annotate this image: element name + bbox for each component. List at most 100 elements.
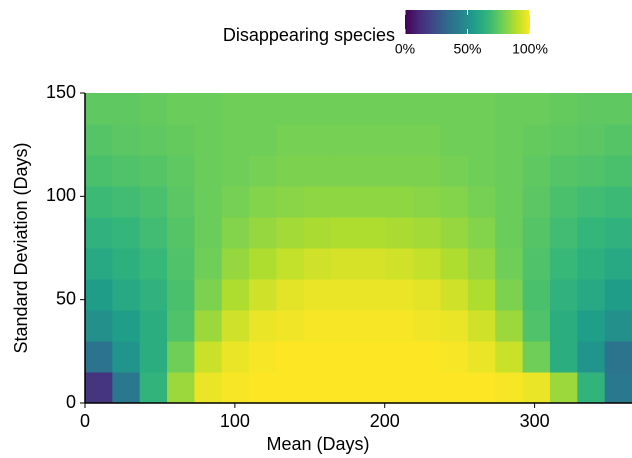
heatmap-cell	[112, 372, 141, 404]
heatmap-cell	[331, 155, 359, 187]
heatmap-cell	[112, 186, 141, 218]
colorbar-tick-label: 50%	[453, 41, 481, 57]
heatmap-cell	[249, 124, 277, 156]
heatmap-cell	[522, 93, 551, 125]
heatmap-cell	[604, 124, 632, 156]
heatmap-cell	[577, 341, 606, 373]
y-axis-title: Standard Deviation (Days)	[11, 142, 31, 353]
heatmap-cell	[467, 217, 496, 249]
heatmap-cell	[167, 248, 195, 280]
heatmap-cell	[85, 248, 113, 280]
heatmap-cell	[221, 186, 250, 218]
heatmap-cell	[276, 310, 305, 342]
heatmap-cell	[167, 124, 195, 156]
heatmap-cell	[303, 372, 332, 404]
heatmap-cell	[522, 310, 551, 342]
heatmap-cell	[413, 341, 442, 373]
heatmap-cell	[604, 372, 632, 404]
heatmap-cell	[194, 93, 223, 125]
heatmap-cell	[522, 155, 551, 187]
heatmap-cell	[221, 124, 250, 156]
heatmap-cell	[385, 372, 414, 404]
heatmap-cell	[303, 217, 332, 249]
x-tick-label: 200	[370, 411, 400, 431]
heatmap-cell	[495, 93, 524, 125]
heatmap-cell	[139, 93, 168, 125]
heatmap-cell	[577, 93, 606, 125]
heatmap-cell	[167, 93, 195, 125]
heatmap-cell	[194, 217, 223, 249]
heatmap-cell	[577, 155, 606, 187]
heatmap-cell	[385, 310, 414, 342]
heatmap-cell	[194, 372, 223, 404]
heatmap-cell	[358, 341, 387, 373]
heatmap-cell	[221, 341, 250, 373]
heatmap-cell	[85, 310, 113, 342]
heatmap-cell	[358, 217, 387, 249]
heatmap-cell	[440, 217, 469, 249]
heatmap-cell	[467, 341, 496, 373]
heatmap-cell	[249, 372, 277, 404]
heatmap-cell	[413, 93, 442, 125]
heatmap-cell	[221, 310, 250, 342]
heatmap-cell	[495, 310, 524, 342]
heatmap-cell	[549, 372, 578, 404]
heatmap-cell	[467, 248, 496, 280]
heatmap-cell	[495, 279, 524, 311]
heatmap-cell	[440, 279, 469, 311]
heatmap-cell	[112, 155, 141, 187]
heatmap-cell	[440, 248, 469, 280]
heatmap-cell	[467, 186, 496, 218]
heatmap-cell	[139, 341, 168, 373]
heatmap-cell	[276, 341, 305, 373]
y-tick-label: 50	[56, 288, 76, 308]
heatmap-cell	[604, 248, 632, 280]
heatmap-cell	[522, 217, 551, 249]
heatmap-cell	[549, 279, 578, 311]
heatmap-cell	[249, 217, 277, 249]
heatmap-cell	[139, 279, 168, 311]
heatmap-cell	[276, 124, 305, 156]
heatmap-cell	[577, 279, 606, 311]
heatmap-cell	[221, 279, 250, 311]
heatmap-cell	[167, 372, 195, 404]
heatmap-cell	[85, 217, 113, 249]
heatmap-cell	[549, 124, 578, 156]
colorbar-label: Disappearing species	[223, 25, 395, 45]
heatmap-cell	[331, 310, 359, 342]
heatmap-cell	[604, 155, 632, 187]
heatmap-cell	[440, 186, 469, 218]
heatmap-cell	[112, 341, 141, 373]
heatmap-cell	[139, 186, 168, 218]
heatmap-cell	[331, 124, 359, 156]
heatmap-cell	[549, 310, 578, 342]
heatmap-cell	[139, 248, 168, 280]
colorbar-tick-label: 100%	[512, 41, 548, 57]
heatmap-cell	[413, 217, 442, 249]
heatmap-cell	[85, 155, 113, 187]
y-tick-label: 0	[66, 392, 76, 412]
heatmap-cell	[385, 155, 414, 187]
heatmap-cell	[495, 217, 524, 249]
heatmap-cell	[522, 279, 551, 311]
heatmap-cell	[194, 124, 223, 156]
heatmap-cell	[85, 279, 113, 311]
heatmap-cell	[495, 372, 524, 404]
heatmap-cell	[167, 155, 195, 187]
heatmap-cell	[467, 279, 496, 311]
heatmap-cell	[303, 93, 332, 125]
heatmap-cell	[167, 341, 195, 373]
heatmap-cell	[303, 248, 332, 280]
heatmap-cell	[303, 279, 332, 311]
heatmap-cell	[167, 310, 195, 342]
heatmap-cell	[413, 124, 442, 156]
heatmap-cell	[522, 372, 551, 404]
heatmap-cell	[385, 217, 414, 249]
heatmap-cell	[467, 372, 496, 404]
heatmap-cell	[440, 93, 469, 125]
heatmap-cell	[276, 372, 305, 404]
heatmap-cell	[604, 341, 632, 373]
heatmap-cell	[577, 186, 606, 218]
heatmap-cell	[358, 372, 387, 404]
